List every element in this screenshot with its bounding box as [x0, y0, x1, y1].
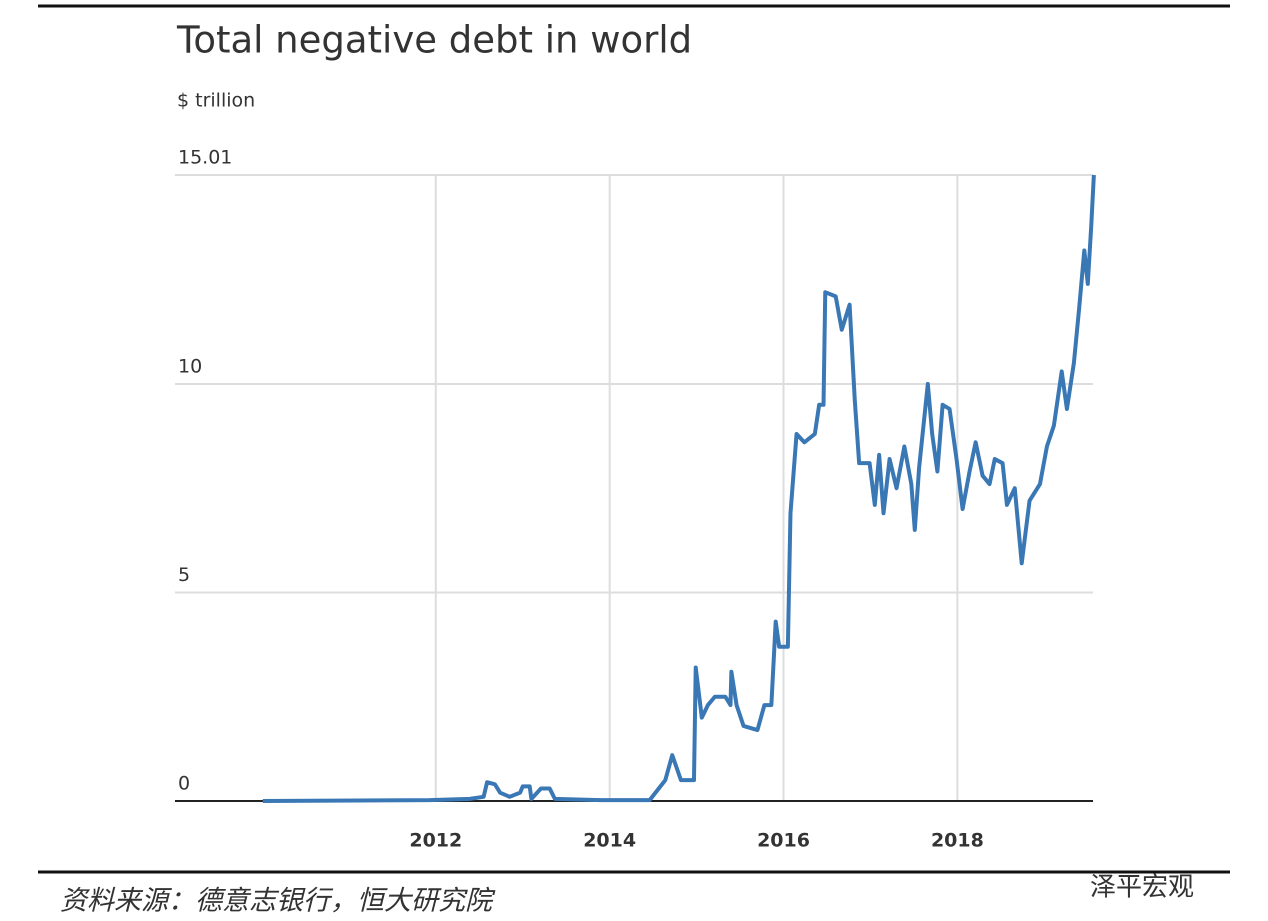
- chart-subtitle: $ trillion: [177, 90, 255, 112]
- y-tick-label: 5: [178, 564, 190, 586]
- source-note: 资料来源：德意志银行，恒大研究院: [60, 886, 496, 917]
- x-tick-label: 2016: [757, 830, 810, 852]
- y-tick-label: 0: [178, 773, 190, 795]
- watermark: 泽平宏观: [1090, 873, 1194, 903]
- x-tick-label: 2014: [583, 830, 636, 852]
- y-tick-label: 15.01: [178, 147, 232, 169]
- x-tick-label: 2012: [409, 830, 462, 852]
- y-tick-label: 10: [178, 355, 202, 377]
- chart-title: Total negative debt in world: [176, 19, 692, 62]
- x-tick-label: 2018: [931, 830, 984, 852]
- data-line: [262, 174, 1096, 803]
